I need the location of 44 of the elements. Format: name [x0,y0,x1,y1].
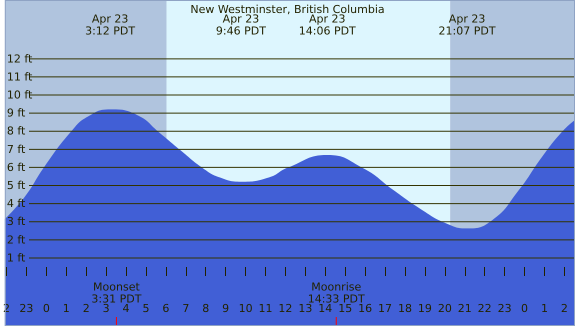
y-tick-label: 11 ft [6,70,34,84]
y-tick-label: 3 ft [6,215,26,228]
x-tick-label: 13 [298,302,312,315]
x-tick-label: 5 [142,302,150,315]
x-tick-label: 21 [458,302,472,315]
x-tick-label: 18 [398,302,412,315]
y-tick-label: 6 ft [6,160,26,174]
y-tick-label: 7 ft [6,142,26,156]
y-tick-label: 8 ft [6,124,26,138]
x-tick-label: 2 [560,302,568,315]
x-tick-label: 12 [278,302,292,315]
y-tick-label: 9 ft [6,106,26,120]
x-tick-label: 23 [498,302,512,315]
x-tick-label: 1 [540,302,548,315]
y-tick-label: 10 ft [6,88,34,102]
x-tick-label: 20 [438,302,452,315]
y-tick-label: 4 ft [6,197,26,210]
x-tick-label: 2 [82,302,90,315]
x-tick-label: 10 [238,302,253,315]
annotation: Apr 23 3:12 PDT [85,12,136,38]
x-tick-label: 19 [418,302,432,315]
x-tick-label: 22 [478,302,492,315]
annotation: Apr 23 14:06 PDT [298,12,356,38]
x-tick-label: 9 [222,302,230,315]
x-tick-label: 23 [19,302,34,315]
y-tick-label: 12 ft [6,52,34,66]
x-tick-label: 7 [182,302,190,315]
x-tick-label: 15 [338,302,352,315]
annotation: Apr 23 9:46 PDT [216,12,266,38]
annotation: Apr 23 21:07 PDT [438,12,496,38]
x-tick-label: 3 [102,302,110,315]
x-tick-label: 4 [122,302,130,315]
x-tick-label: 17 [378,302,392,315]
y-tick-label: 5 ft [6,179,26,192]
x-tick-label: 0 [42,302,50,315]
x-tick-label: 11 [258,302,273,315]
y-tick-label: 1 ft [6,251,26,264]
y-tick-label: 2 ft [6,233,26,246]
x-tick-label: 0 [521,302,528,315]
x-tick-label: 1 [62,302,70,315]
x-tick-label: 14 [318,302,332,315]
x-tick-label: 8 [202,302,210,315]
x-tick-label: 16 [358,302,372,315]
x-tick-label: 6 [162,302,170,315]
